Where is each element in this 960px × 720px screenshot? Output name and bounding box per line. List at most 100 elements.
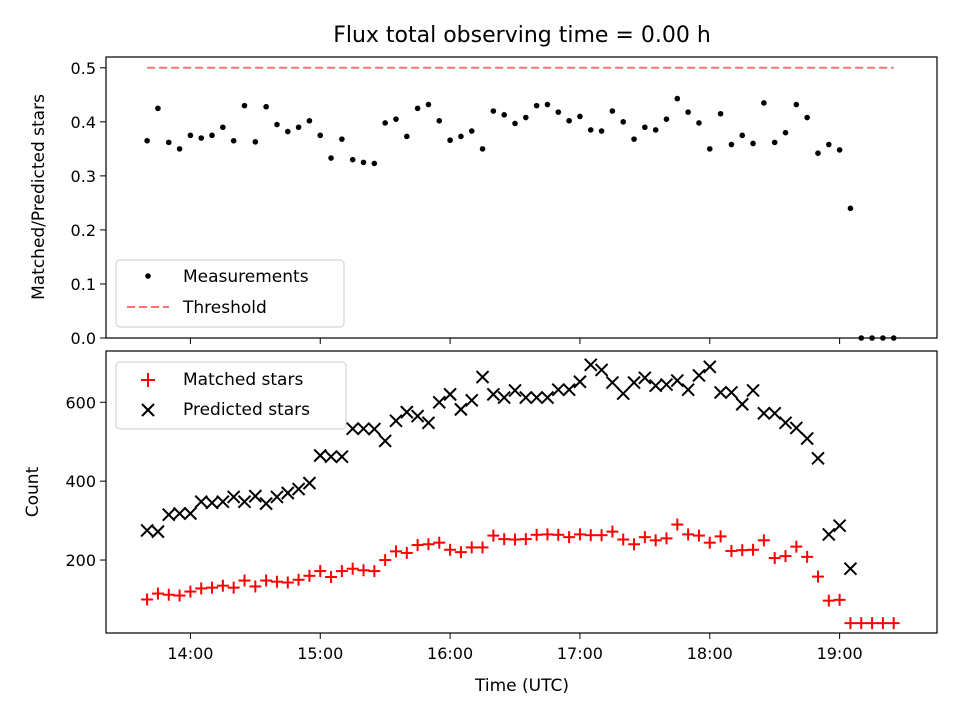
measurement-point <box>436 117 443 124</box>
matched-star-point <box>606 525 619 538</box>
predicted-star-point <box>822 527 836 542</box>
top-plot-frame <box>105 56 938 339</box>
matched-star-point <box>736 544 749 557</box>
matched-star-point <box>173 589 186 602</box>
predicted-star-point <box>616 386 630 401</box>
measurement-point <box>631 136 637 142</box>
legend-measurements-marker <box>145 273 151 279</box>
measurement-point <box>663 116 670 122</box>
predicted-star-point <box>594 363 609 377</box>
matched-star-point <box>509 533 522 546</box>
y-tick-label: 400 <box>65 472 96 491</box>
measurement-point <box>620 119 627 125</box>
matched-star-point <box>238 574 251 587</box>
chart-title: Flux total observing time = 0.00 h <box>333 23 711 48</box>
matched-star-point <box>822 594 835 607</box>
measurement-point <box>771 139 778 146</box>
x-axis-label: Time (UTC) <box>474 676 569 696</box>
measurement-point <box>685 109 691 115</box>
matched-star-point <box>476 541 489 554</box>
legend-predicted-marker <box>141 403 155 417</box>
predicted-star-point <box>519 390 533 405</box>
predicted-star-point <box>735 397 749 411</box>
measurement-point <box>468 128 475 134</box>
measurement-point <box>836 147 843 153</box>
predicted-star-point <box>270 490 284 504</box>
predicted-star-point <box>324 449 338 464</box>
measurement-point <box>447 137 453 144</box>
x-tick-label: 16:00 <box>427 644 473 663</box>
measurement-point <box>155 105 161 112</box>
matched-star-point <box>325 570 338 583</box>
matched-star-point <box>346 562 359 575</box>
matched-star-point <box>335 565 348 578</box>
measurements-series <box>144 95 897 341</box>
predicted-star-point <box>648 379 663 393</box>
matched-star-point <box>389 545 402 558</box>
matched-star-point <box>195 582 208 595</box>
bottom-panel: 200 400 600 14:00 15:00 16:00 17:00 18:00 19:00… <box>23 350 938 696</box>
measurement-point <box>414 105 421 112</box>
matched-star-point <box>703 536 716 549</box>
top-legend-box <box>115 259 345 328</box>
x-tick-label: 14:00 <box>167 644 213 663</box>
measurement-point <box>739 132 746 139</box>
matched-star-point <box>660 532 673 545</box>
measurement-point <box>815 150 821 156</box>
matched-star-point <box>833 593 846 606</box>
matched-star-point <box>779 550 792 563</box>
matched-star-point <box>638 531 651 544</box>
measurement-point <box>717 110 724 117</box>
matched-star-point <box>866 617 879 630</box>
matched-star-point <box>692 529 705 542</box>
bottom-y-axis-ticks: 200 400 600 <box>65 393 106 570</box>
predicted-star-point <box>226 490 241 504</box>
measurement-point <box>652 127 659 133</box>
matched-star-point <box>433 536 446 549</box>
matched-star-point <box>768 552 781 565</box>
bottom-y-axis-label: Count <box>23 466 43 517</box>
predicted-star-point <box>529 390 544 405</box>
matched-star-point <box>465 541 478 554</box>
measurement-point <box>577 113 583 120</box>
matched-star-point <box>844 617 857 630</box>
x-tick-label: 18:00 <box>687 644 733 663</box>
matched-star-point <box>595 529 608 542</box>
predicted-star-point <box>508 383 522 398</box>
predicted-star-point <box>465 393 479 408</box>
measurement-point <box>425 101 432 108</box>
predicted-star-point <box>789 421 804 435</box>
matched-star-point <box>411 539 424 552</box>
predicted-star-point <box>746 383 760 398</box>
measurement-point <box>533 102 540 109</box>
predicted-star-point <box>843 562 858 576</box>
predicted-star-point <box>378 434 392 448</box>
top-y-axis-label: Matched/Predicted stars <box>29 94 49 300</box>
measurement-point <box>523 114 529 121</box>
measurement-point <box>209 132 215 139</box>
predicted-star-point <box>410 409 425 423</box>
matched-star-point <box>747 543 760 556</box>
predicted-star-point <box>454 402 468 417</box>
matched-star-point <box>357 564 370 577</box>
predicted-star-point <box>205 496 219 510</box>
predicted-star-point <box>638 371 652 385</box>
matched-star-point <box>671 518 684 531</box>
y-tick-label: 600 <box>65 393 96 412</box>
predicted-star-point <box>400 405 414 419</box>
measurement-point <box>252 139 259 145</box>
legend-matched-marker <box>141 373 155 387</box>
matched-star-point <box>141 593 154 606</box>
y-tick-label: 0.0 <box>71 329 96 348</box>
predicted-star-point <box>562 382 576 397</box>
matched-star-point <box>270 575 283 588</box>
matched-star-point <box>400 546 413 559</box>
top-y-axis-ticks: 0.0 0.1 0.2 0.3 0.4 0.5 <box>71 59 106 348</box>
matched-star-point <box>249 580 262 593</box>
measurement-point <box>382 120 388 126</box>
measurement-point <box>198 135 205 141</box>
measurement-point <box>512 120 518 127</box>
matched-star-point <box>422 538 435 551</box>
measurement-point <box>284 128 291 135</box>
bottom-x-axis-ticks: 14:00 15:00 16:00 17:00 18:00 19:00 <box>167 633 863 663</box>
